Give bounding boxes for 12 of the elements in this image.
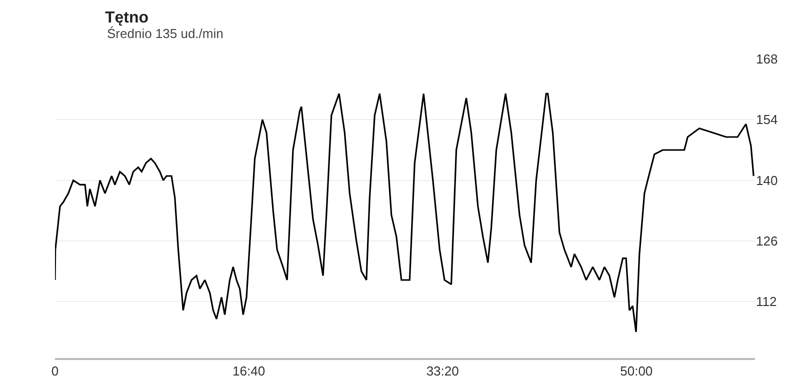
- chart-title: Tętno: [105, 10, 149, 27]
- x-tick-label: 50:00: [620, 363, 653, 378]
- y-tick-label: 112: [756, 294, 777, 310]
- y-tick-label: 154: [756, 112, 778, 128]
- x-tick-label: 0: [51, 363, 59, 378]
- y-tick-label: 168: [756, 52, 778, 67]
- y-tick-label: 140: [756, 172, 778, 188]
- chart-subtitle: Średnio 135 ud./min: [107, 26, 224, 41]
- x-tick-label: 33:20: [426, 363, 459, 378]
- line-series: [55, 92, 754, 333]
- x-tick-label: 16:40: [232, 363, 266, 378]
- y-tick-label: 126: [756, 234, 778, 249]
